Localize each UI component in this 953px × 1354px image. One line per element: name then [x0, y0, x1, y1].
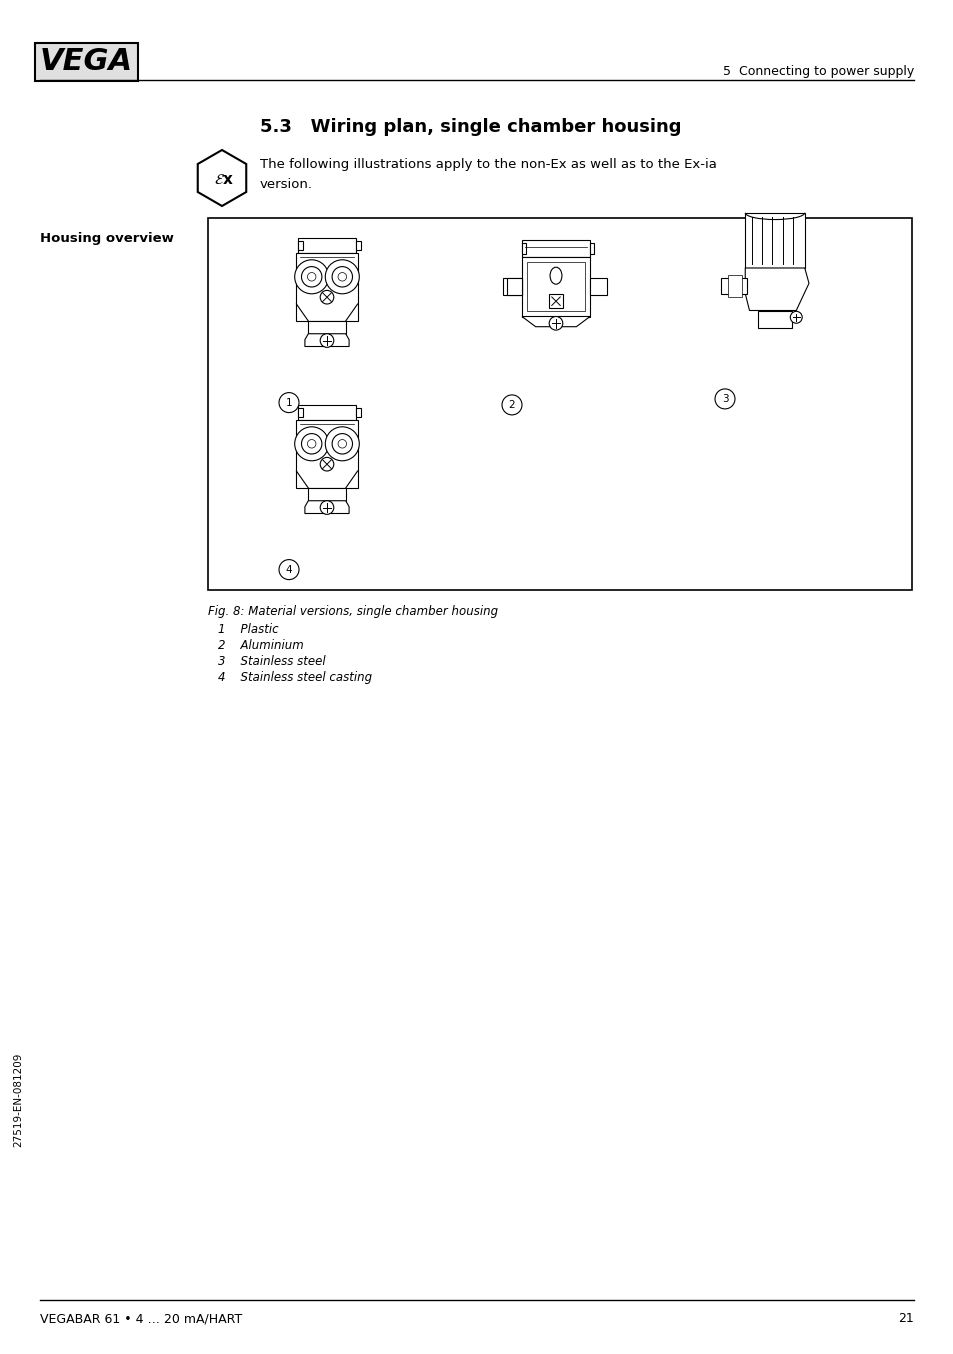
- Bar: [297, 238, 355, 253]
- Bar: [720, 278, 746, 294]
- Bar: [521, 257, 589, 317]
- Circle shape: [320, 501, 334, 515]
- Text: 5.3   Wiring plan, single chamber housing: 5.3 Wiring plan, single chamber housing: [260, 118, 680, 135]
- Polygon shape: [197, 150, 246, 206]
- Text: 3    Stainless steel: 3 Stainless steel: [218, 655, 325, 668]
- Circle shape: [320, 458, 334, 471]
- Bar: [549, 294, 562, 307]
- Text: 2    Aluminium: 2 Aluminium: [218, 639, 303, 653]
- Bar: [527, 263, 584, 311]
- Bar: [297, 241, 303, 249]
- Text: 5  Connecting to power supply: 5 Connecting to power supply: [722, 65, 913, 79]
- Bar: [589, 279, 606, 295]
- Bar: [308, 487, 345, 501]
- Circle shape: [325, 427, 359, 460]
- Circle shape: [320, 333, 334, 348]
- Text: 4: 4: [285, 565, 292, 574]
- Circle shape: [337, 272, 346, 282]
- Bar: [308, 321, 345, 333]
- Circle shape: [789, 311, 801, 324]
- Circle shape: [325, 260, 359, 294]
- Text: $\mathcal{E}$x: $\mathcal{E}$x: [213, 172, 233, 187]
- Text: 27519-EN-081209: 27519-EN-081209: [13, 1053, 23, 1147]
- Circle shape: [549, 317, 562, 330]
- Polygon shape: [521, 317, 589, 326]
- Circle shape: [294, 260, 329, 294]
- Bar: [503, 279, 521, 295]
- Circle shape: [278, 559, 298, 580]
- Circle shape: [501, 395, 521, 414]
- Text: The following illustrations apply to the non-Ex as well as to the Ex-ia: The following illustrations apply to the…: [260, 158, 716, 171]
- Bar: [758, 310, 791, 328]
- Bar: [589, 244, 594, 253]
- Text: 2: 2: [508, 399, 515, 410]
- Bar: [297, 405, 355, 420]
- Bar: [355, 408, 360, 417]
- Text: 1    Plastic: 1 Plastic: [218, 623, 278, 636]
- Bar: [297, 408, 303, 417]
- Text: VEGA: VEGA: [40, 47, 133, 76]
- Polygon shape: [305, 501, 349, 513]
- Circle shape: [332, 267, 352, 287]
- Text: 1: 1: [285, 398, 292, 408]
- Bar: [521, 240, 589, 257]
- Circle shape: [307, 440, 315, 448]
- Bar: [506, 279, 521, 295]
- Text: 4    Stainless steel casting: 4 Stainless steel casting: [218, 672, 372, 684]
- Circle shape: [278, 393, 298, 413]
- Text: 3: 3: [720, 394, 727, 403]
- Circle shape: [332, 433, 352, 454]
- Ellipse shape: [550, 267, 561, 284]
- Bar: [727, 275, 741, 297]
- Circle shape: [294, 427, 329, 460]
- Circle shape: [714, 389, 734, 409]
- Text: 21: 21: [898, 1312, 913, 1326]
- Polygon shape: [305, 333, 349, 347]
- Bar: [296, 253, 357, 321]
- Circle shape: [337, 440, 346, 448]
- Text: Fig. 8: Material versions, single chamber housing: Fig. 8: Material versions, single chambe…: [208, 605, 497, 617]
- Circle shape: [307, 272, 315, 282]
- Bar: [521, 244, 526, 253]
- Bar: [296, 420, 357, 487]
- Polygon shape: [744, 268, 808, 310]
- Bar: [355, 241, 360, 249]
- Bar: [208, 218, 911, 590]
- Circle shape: [301, 267, 321, 287]
- Circle shape: [301, 433, 321, 454]
- Text: VEGABAR 61 • 4 … 20 mA/HART: VEGABAR 61 • 4 … 20 mA/HART: [40, 1312, 242, 1326]
- Bar: [744, 213, 804, 268]
- Text: Housing overview: Housing overview: [40, 232, 173, 245]
- Circle shape: [320, 290, 334, 305]
- Text: version.: version.: [260, 177, 313, 191]
